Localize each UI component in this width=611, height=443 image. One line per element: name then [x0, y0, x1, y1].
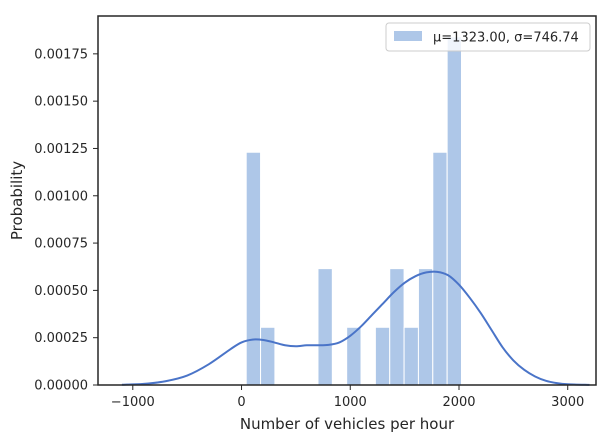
histogram-bar [417, 268, 434, 386]
y-tick-label: 0.00075 [34, 237, 88, 252]
x-tick-label: 2000 [442, 395, 475, 410]
y-tick-label: 0.00000 [34, 379, 88, 394]
y-axis-ticks: 0.00000 0.00025 0.00050 0.00075 0.00100 0.001… [34, 47, 98, 394]
y-tick-label: 0.00025 [34, 331, 88, 346]
histogram-bar [403, 326, 419, 386]
x-tick-label: 0 [237, 395, 245, 410]
legend-label: μ=1323.00, σ=746.74 [433, 31, 579, 46]
y-tick-label: 0.00100 [34, 189, 88, 204]
histogram-bar [260, 326, 276, 386]
x-tick-label: −1000 [111, 395, 155, 410]
y-axis-title: Probability [8, 161, 26, 240]
histogram-bar [446, 36, 462, 386]
histogram-bar [432, 151, 448, 386]
legend-box [385, 22, 591, 52]
axes-frame [97, 15, 597, 386]
legend-swatch [394, 31, 422, 41]
histogram-bar [374, 326, 391, 386]
kde-curve [121, 270, 590, 386]
y-tick-label: 0.00150 [34, 95, 88, 110]
legend: μ=1323.00, σ=746.74 [385, 22, 591, 52]
x-axis-ticks: −1000 0 1000 2000 3000 [111, 385, 584, 410]
x-tick-label: 3000 [551, 395, 584, 410]
y-tick-label: 0.00125 [34, 142, 88, 157]
histogram-bar [245, 151, 262, 386]
y-tick-label: 0.00050 [34, 284, 88, 299]
x-tick-label: 1000 [334, 395, 367, 410]
histogram-bar [317, 268, 333, 386]
x-axis-title: Number of vehicles per hour [240, 415, 455, 433]
histogram-bars [245, 36, 462, 386]
y-tick-label: 0.00175 [34, 47, 88, 62]
